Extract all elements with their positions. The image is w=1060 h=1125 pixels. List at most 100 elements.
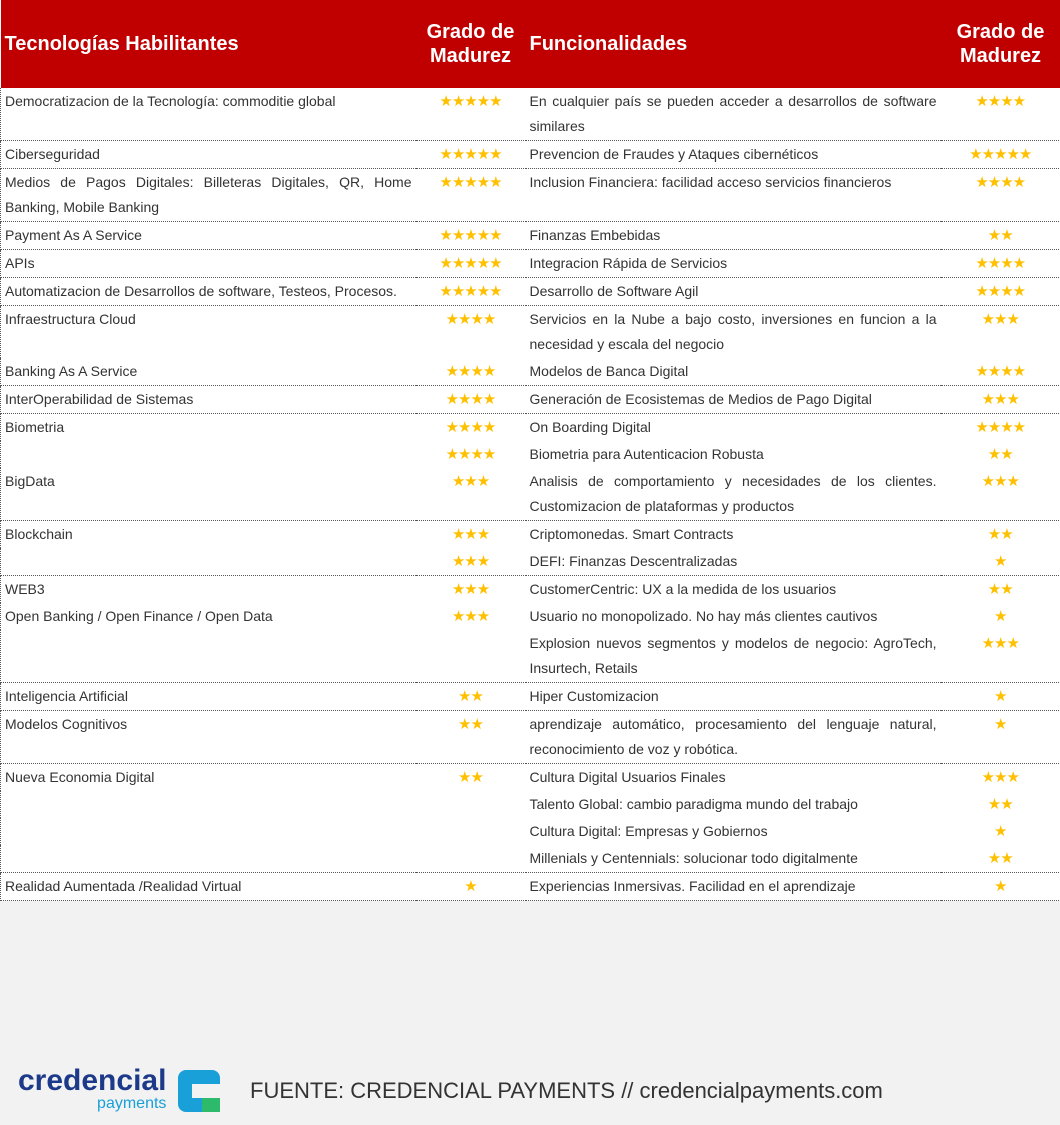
text-cell [0,791,416,818]
table-row: Banking As A Service ★★★★ Modelos de Banca… [0,358,1060,386]
table-row: BigData ★★★ Analisis de comportamiento y n… [0,468,1060,521]
rating-cell: ★★★★ [940,277,1060,306]
text-cell: Democratizacion de la Tecnología: commod… [0,88,416,141]
table-row: Automatizacion de Desarrollos de softwar… [0,277,1060,306]
star-rating: ★★★ [981,391,1020,408]
star-rating: ★★★★★ [439,174,502,191]
text-cell [0,548,416,576]
text-cell: Realidad Aumentada /Realidad Virtual [0,872,416,901]
rating-cell: ★★ [940,441,1060,468]
table-row: Explosion nuevos segmentos y modelos de … [0,630,1060,683]
text-cell: Finanzas Embebidas [525,221,941,250]
header-cell: Tecnologías Habilitantes [0,0,416,88]
table-row: Biometria ★★★★ On Boarding Digital ★★★★ [0,413,1060,442]
text-cell: Hiper Customizacion [525,682,941,711]
rating-cell: ★★★★ [415,385,526,414]
text-cell: Modelos de Banca Digital [525,358,941,386]
star-rating: ★★ [458,688,484,705]
text-cell: Desarrollo de Software Agil [525,277,941,306]
table-row: Payment As A Service ★★★★★ Finanzas Embebi… [0,221,1060,250]
rating-cell: ★★★★ [416,414,526,442]
text-cell: Servicios en la Nube a bajo costo, inver… [529,311,937,352]
rating-cell: ★★ [940,845,1060,873]
rating-cell: ★★★ [416,521,526,549]
star-rating: ★ [994,688,1007,705]
rating-cell: ★★★★★ [415,277,526,306]
table-row: ★★★ DEFI: Finanzas Descentralizadas ★ [0,548,1060,576]
star-rating: ★★★ [451,526,490,543]
star-rating: ★★★★ [975,174,1026,191]
star-rating: ★★★★ [975,93,1026,110]
table-row: Inteligencia Artificial ★★ Hiper Customiza… [0,682,1060,711]
text-cell: InterOperabilidad de Sistemas [0,385,416,414]
rating-cell [415,845,526,873]
star-rating: ★★★★★ [439,227,502,244]
rating-cell: ★★ [415,710,526,764]
rating-cell: ★ [415,872,526,901]
rating-cell [416,818,526,845]
table-row: Open Banking / Open Finance / Open Data ★… [0,603,1060,630]
text-cell: Usuario no monopolizado. No hay más clie… [529,608,878,624]
text-cell: DEFI: Finanzas Descentralizadas [525,548,941,576]
star-rating: ★ [994,878,1007,895]
text-cell [0,818,416,845]
rating-cell: ★★ [940,221,1060,250]
star-rating: ★★★★ [445,311,497,328]
text-cell [0,845,416,873]
star-rating: ★★★★★ [439,93,502,110]
logo: credencial payments [18,1066,166,1112]
star-rating: ★★ [987,796,1014,813]
star-rating: ★★★ [981,769,1020,786]
star-rating: ★ [994,553,1007,570]
star-rating: ★★ [987,526,1014,543]
rating-cell: ★★★★ [940,249,1060,278]
table-row: Realidad Aumentada /Realidad Virtual ★ Exp… [0,872,1060,901]
star-rating: ★★★ [981,311,1020,328]
text-cell: Modelos Cognitivos [0,710,416,764]
rating-cell: ★★★★ [416,306,526,359]
table-row: Nueva Economia Digital ★★ Cultura Digital … [0,763,1060,792]
header-cell: Grado de Madurez [415,0,526,88]
star-rating: ★★★★ [975,283,1026,300]
text-cell: Biometria [0,413,416,441]
logo-subtext: payments [97,1095,167,1112]
star-rating: ★★★★★ [439,146,502,163]
rating-cell [416,791,526,818]
rating-cell: ★★★★★ [415,140,526,169]
source-text: FUENTE: CREDENCIAL PAYMENTS // credencia… [250,1078,883,1103]
rating-cell: ★★★ [415,548,526,576]
text-cell: aprendizaje automático, procesamiento de… [525,710,941,764]
rating-cell: ★★★★★ [415,88,526,141]
text-cell: Payment As A Service [0,221,416,250]
rating-cell: ★★ [940,575,1060,603]
table-row: Millenials y Centennials: solucionar tod… [0,845,1060,873]
table-row: Democratizacion de la Tecnología: commod… [0,88,1060,141]
star-rating: ★★★★ [445,363,497,380]
rating-cell: ★★ [940,520,1060,548]
table-row: Medios de Pagos Digitales: Billeteras Di… [0,168,1060,222]
star-rating: ★★★★★ [969,146,1032,163]
star-rating: ★★ [458,716,484,733]
rating-cell: ★★★★★ [940,140,1060,169]
star-rating: ★ [994,608,1007,625]
star-rating: ★ [464,878,477,895]
text-cell: Medios de Pagos Digitales: Billeteras Di… [0,168,416,222]
star-rating: ★★★ [451,553,490,570]
rating-cell: ★★★★★ [415,168,526,222]
rating-cell: ★★★★ [415,358,526,386]
text-cell: En cualquier país se pueden acceder a de… [525,88,941,141]
rating-cell [415,630,526,683]
logo-icon [178,1070,220,1112]
table-row: Cultura Digital: Empresas y Gobiernos ★ [0,818,1060,845]
star-rating: ★★★ [981,473,1020,490]
rating-cell: ★ [940,548,1060,576]
text-cell: Biometria para Autenticacion Robusta [529,446,764,462]
rating-cell: ★★ [940,791,1060,818]
rating-cell: ★★★★ [940,358,1060,386]
text-cell: Integracion Rápida de Servicios [525,249,941,278]
rating-cell: ★★★ [940,468,1060,521]
text-cell: Millenials y Centennials: solucionar tod… [525,845,941,873]
rating-cell: ★ [940,710,1060,764]
rating-cell: ★★ [416,764,526,792]
